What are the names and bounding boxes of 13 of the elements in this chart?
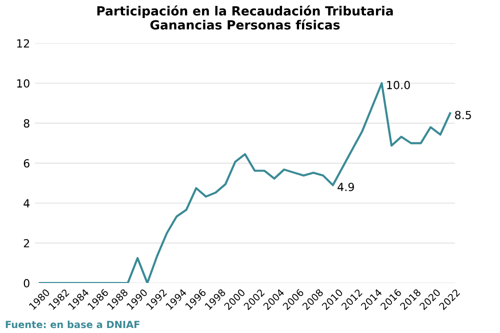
y-tick-label: 10 bbox=[17, 79, 30, 88]
y-tick-label: 0 bbox=[24, 279, 30, 288]
y-tick-label: 8 bbox=[24, 119, 30, 128]
line-series bbox=[38, 82, 452, 284]
y-tick-label: 4 bbox=[24, 199, 30, 208]
y-tick-label: 12 bbox=[17, 39, 30, 48]
y-tick-label: 2 bbox=[24, 239, 30, 248]
annotation: 4.9 bbox=[338, 182, 354, 192]
annotation: 10.0 bbox=[387, 80, 410, 90]
chart-title: Participación en la Recaudación Tributaria Ganancias Personas físicas bbox=[97, 5, 393, 30]
source-note: Fuente: en base a DNIAF bbox=[6, 320, 140, 328]
y-tick-label: 6 bbox=[24, 159, 30, 168]
annotation: 8.5 bbox=[455, 110, 471, 120]
